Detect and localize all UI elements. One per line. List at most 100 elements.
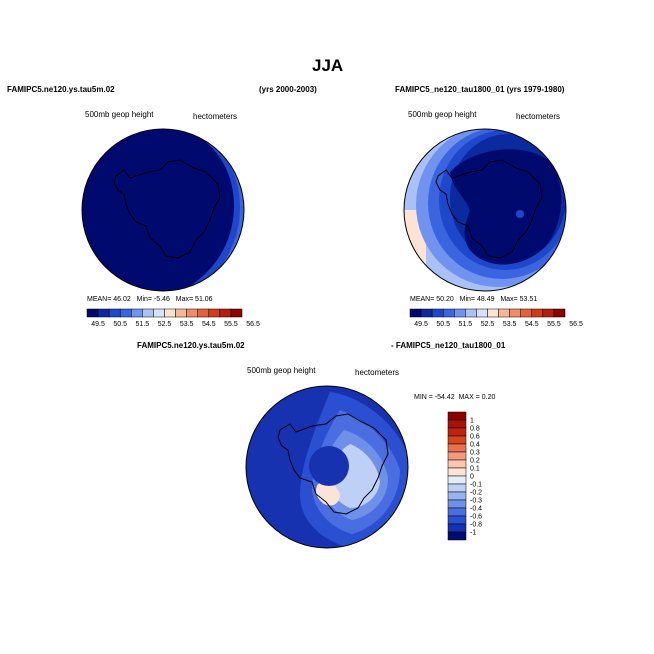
panel3-coastline [277,413,389,515]
panel1-mean-label: MEAN= [87,296,112,303]
panel1-map-border [81,128,245,292]
panel2-colorbar-swatch [442,308,455,318]
panel3-colorbar-swatch [447,467,467,477]
panel2-colorbar-tick-label: 49.5 [414,321,428,328]
panel2-colorbar-tick-label: 54.5 [525,321,539,328]
panel3-colorbar-tick-label: -0.2 [470,490,482,497]
panel3-min: -54.42 [434,394,455,401]
panel3-colorbar-swatch [447,475,467,485]
panel1-variable-label: 500mb geop height [85,110,154,119]
panel2-colorbar-swatch [420,308,433,318]
panel3-colorbar-swatch [447,531,467,541]
panel2-colorbar-swatch [553,308,566,318]
panel1-max-label: Max= [175,296,194,303]
panel3-colorbar-tick-label: 0.1 [470,466,480,473]
panel1-colorbar-swatch [208,308,221,318]
panel3-variable-label: 500mb geop height [247,366,316,375]
panel2-coastline [435,159,543,259]
panel1-stats: MEAN= 46.02 Min= -5.46 Max= 51.06 [87,296,213,303]
panel1-colorbar-swatch [197,308,210,318]
panel3-colorbar-swatch [447,451,467,461]
panel2-min: 48.49 [476,296,495,303]
panel3-colorbar: 10.80.60.40.30.20.10-0.1-0.2-0.3-0.4-0.6… [447,411,482,541]
panel2-min-label: Min= [459,296,476,303]
panel2-colorbar-tick-label: 52.5 [481,321,495,328]
panel3-colorbar-swatch [447,491,467,501]
panel3-units-label: hectometers [355,368,400,377]
panel1-case-title: FAMIPC5.ne120.ys.tau5m.02 [7,85,115,94]
panel2-units-label: hectometers [516,112,561,121]
panel1-colorbar-tick-label: 51.5 [136,321,150,328]
panel3-colorbar-swatch [447,459,467,469]
panel3-colorbar-tick-label: -0.8 [470,522,482,529]
panel3-colorbar-tick-label: -1 [470,530,476,537]
panel2-colorbar-swatch [409,308,422,318]
panel1-min-label: Min= [136,296,153,303]
panel3-min-label: MIN = [414,394,433,401]
panel2-colorbar-tick-label: 53.5 [503,321,517,328]
panel3-colorbar-tick-label: -0.3 [470,498,482,505]
panel2-colorbar-tick-label: 51.5 [459,321,473,328]
panel2-colorbar-tick-label: 50.5 [436,321,450,328]
panel3-colorbar-tick-label: -0.1 [470,482,482,489]
panel3-colorbar-swatch [447,411,467,421]
panel1-units-label: hectometers [193,112,238,121]
panel3-colorbar-swatch [447,443,467,453]
panel2-map [404,129,566,291]
panel2-colorbar-swatch [431,308,444,318]
panel1-years: (yrs 2000-2003) [259,85,317,94]
page-title: JJA [312,56,344,75]
panel1-colorbar: 49.5 50.5 51.5 52.5 53.5 54.5 55.5 56.5 [86,308,260,328]
panel3-colorbar-swatch [447,523,467,533]
panel1-colorbar-swatch [131,308,143,318]
panel1-min: -5.46 [153,296,170,303]
panel1-colorbar-tick-label: 53.5 [180,321,194,328]
panel2-max: 53.51 [519,296,538,303]
panel1-max: 51.06 [195,296,213,303]
panel3-colorbar-tick-label: -0.4 [470,506,482,513]
panel2-map-border [403,128,567,292]
panel3-pole-hole [309,446,349,486]
panel1-colorbar-swatch [230,308,243,318]
panel2-colorbar-swatch [542,308,555,318]
panel3-colorbar-swatch [447,515,467,525]
panel2-colorbar-tick-label: 55.5 [547,321,561,328]
panel2-max-label: Max= [500,296,518,303]
panel3-colorbar-swatch [447,507,467,517]
panel2-colorbar-swatch [509,308,521,318]
panel3-colorbar-swatch [447,435,467,445]
panel1-colorbar-swatch [186,308,198,318]
panel3-colorbar-tick-label: 0 [470,474,474,481]
panel2-colorbar-swatch [531,308,544,318]
panel3-map-border [245,385,409,549]
panel1-colorbar-tick-label: 52.5 [158,321,172,328]
panel1-map [82,129,244,291]
panel2-variable-label: 500mb geop height [408,110,477,119]
panel2-mean-label: MEAN= [410,296,435,303]
panel2-mean: 50.20 [436,296,454,303]
panel1-coastline [113,159,221,259]
panel1-colorbar-swatch [175,308,187,318]
panel3-colorbar-tick-label: 0.2 [470,458,480,465]
panel3-colorbar-tick-label: 0.6 [470,434,480,441]
panel1-colorbar-swatch [97,308,110,318]
panel3-warm-patch [316,481,340,506]
panel3-max-label: MAX = [458,394,480,401]
panel3-colorbar-tick-label: 0.3 [470,450,480,457]
panel1-colorbar-swatch [219,308,232,318]
panel1-field-contour [184,136,244,290]
panel2-colorbar-swatch [476,308,488,318]
panel2-colorbar: 49.5 50.5 51.5 52.5 53.5 54.5 55.5 56.5 [409,308,583,328]
panel3-max: 0.20 [481,394,496,401]
panel3-colorbar-swatch [447,483,467,493]
panel3-colorbar-tick-label: 0.4 [470,442,480,449]
panel3-map [246,386,408,548]
diff-case-b: - FAMIPC5_ne120_tau1800_01 [391,341,506,350]
panel1-colorbar-swatch [142,308,154,318]
panel1-colorbar-swatch [108,308,121,318]
panel2-field-spot [516,210,524,218]
panel3-colorbar-swatch [447,427,467,437]
panel1-colorbar-swatch [119,308,132,318]
panel3-colorbar-swatch [447,499,467,509]
